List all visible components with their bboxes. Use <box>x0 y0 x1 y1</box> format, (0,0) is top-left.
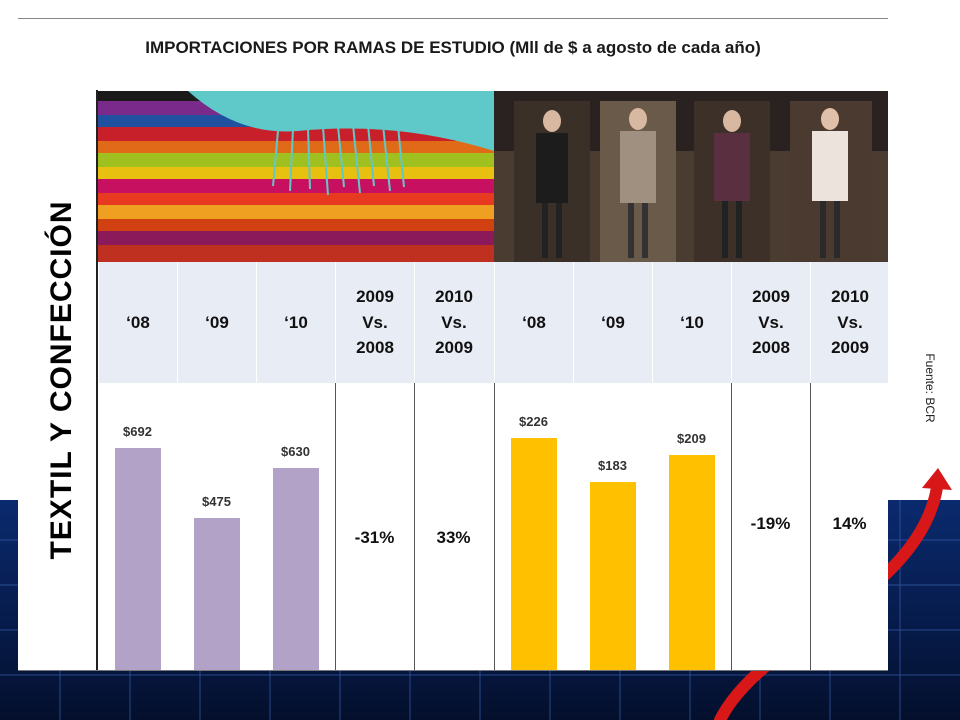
fashion-runway-photo <box>494 91 888 262</box>
bar <box>114 448 161 670</box>
change-percentage: 33% <box>436 528 471 547</box>
column-separator <box>414 383 415 670</box>
header-cell: 2010 Vs. 2009 <box>810 262 889 383</box>
change-percentage: -31% <box>354 528 395 547</box>
side-label: TEXTIL Y CONFECCIÓN <box>45 200 78 560</box>
bar <box>510 438 557 670</box>
scarves-image <box>98 91 494 262</box>
change-percentage: 14% <box>832 514 867 533</box>
bar-value-label: $692 <box>123 424 152 439</box>
bar-value-label: $630 <box>281 443 310 459</box>
change-percentage: -19% <box>750 514 791 533</box>
top-divider <box>18 18 888 19</box>
column-separator <box>731 383 732 670</box>
header-cell: ‘09 <box>573 262 652 383</box>
bar-value-label: $183 <box>598 458 627 474</box>
bar <box>668 455 715 670</box>
header-cell: 2009 Vs. 2008 <box>731 262 810 383</box>
source-note: Fuente: BCR <box>923 353 937 423</box>
header-cell: ‘10 <box>256 262 335 383</box>
bar <box>589 482 636 670</box>
header-cell: ‘08 <box>98 262 177 383</box>
side-label-cell <box>18 90 98 670</box>
textile-scarves-photo <box>98 91 494 262</box>
column-separator <box>494 383 495 670</box>
bar <box>193 517 240 670</box>
runway-image <box>494 91 888 262</box>
bar-value-label: $226 <box>519 414 548 429</box>
column-separator <box>810 383 811 670</box>
bar <box>272 467 319 670</box>
page-title: IMPORTACIONES POR RAMAS DE ESTUDIO (Mll … <box>145 38 761 57</box>
column-separator <box>335 383 336 670</box>
header-cell: 2009 Vs. 2008 <box>335 262 414 383</box>
header-cell: 2010 Vs. 2009 <box>414 262 493 383</box>
bar-value-label: $209 <box>677 431 706 447</box>
header-cell: ‘09 <box>177 262 256 383</box>
bar-value-label: $475 <box>202 493 231 509</box>
header-row <box>98 262 888 383</box>
bottom-divider <box>18 670 888 671</box>
header-cell: ‘10 <box>652 262 731 383</box>
header-cell: ‘08 <box>494 262 573 383</box>
